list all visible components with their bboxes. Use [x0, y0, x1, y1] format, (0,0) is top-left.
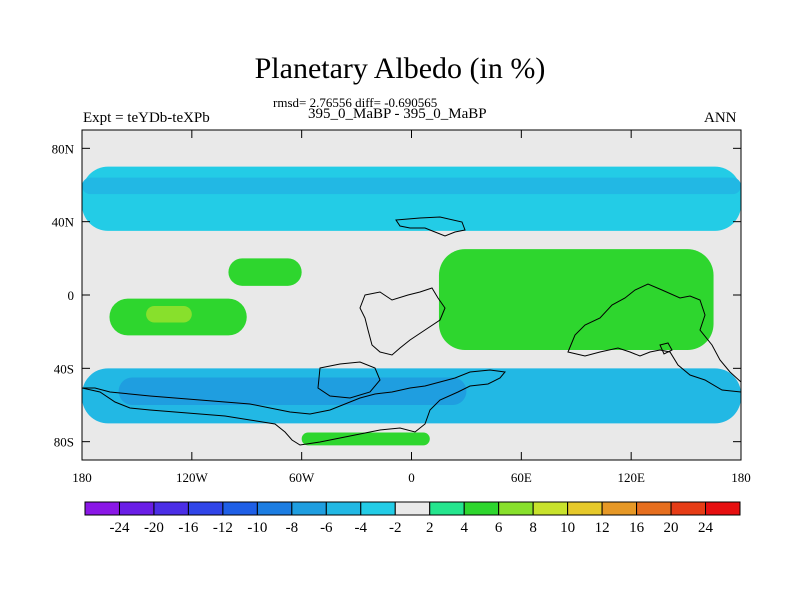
colorbar-swatch	[670, 501, 707, 516]
colorbar-label: -6	[320, 520, 333, 536]
colorbar-swatch	[532, 501, 569, 516]
colorbar-swatch	[187, 501, 224, 516]
colorbar-label: 4	[460, 520, 468, 536]
colorbar-swatch	[325, 501, 362, 516]
colorbar-swatch	[601, 501, 638, 516]
colorbar-label: -12	[213, 520, 233, 536]
field-region-8	[228, 258, 302, 286]
case-label: 395_0_MaBP - 395_0_MaBP	[308, 106, 487, 122]
field-region-4	[118, 377, 467, 405]
y-tick-label: 40S	[54, 361, 74, 376]
colorbar-label: 8	[529, 520, 537, 536]
colorbar-label: -2	[389, 520, 402, 536]
field-region-7	[438, 249, 714, 350]
colorbar-swatch	[463, 501, 500, 516]
colorbar-swatch	[498, 501, 534, 516]
colorbar-label: -16	[178, 520, 198, 536]
colorbar-swatch	[256, 501, 293, 516]
rmsd-diff-stats: rmsd= 2.76556 diff= -0.690565	[273, 95, 438, 110]
colorbar-label: -4	[355, 520, 368, 536]
colorbar-label: -24	[109, 520, 129, 536]
continent-outline-antarctica-west	[317, 361, 381, 399]
colorbar-label: -8	[286, 520, 299, 536]
colorbar-swatch	[429, 501, 465, 516]
colorbar-label: 2	[426, 520, 434, 536]
continent-outline-north-america	[395, 216, 466, 237]
colorbar-label: 12	[595, 520, 610, 536]
colorbar-label: -10	[247, 520, 267, 536]
y-tick-label: 80N	[52, 141, 75, 156]
colorbar-swatch	[394, 501, 431, 516]
field-region-2	[82, 177, 741, 195]
colorbar-swatch	[705, 501, 741, 516]
x-tick-label: 60E	[511, 470, 532, 485]
colorbar-swatch	[118, 501, 155, 516]
colorbar-swatch	[360, 501, 396, 516]
colorbar-swatch	[153, 501, 189, 516]
x-tick-label: 60W	[289, 470, 315, 485]
x-tick-label: 120W	[176, 470, 209, 485]
field-region-1	[82, 166, 741, 231]
colorbar-label: 24	[698, 520, 714, 536]
colorbar-swatch	[567, 501, 603, 516]
y-tick-label: 0	[68, 288, 75, 303]
colorbar-label: -20	[144, 520, 164, 536]
field-region-6	[146, 306, 192, 323]
x-tick-label: 180	[72, 470, 92, 485]
y-tick-label: 80S	[54, 435, 74, 450]
x-tick-label: 120E	[617, 470, 645, 485]
continent-outline-small-island	[659, 342, 673, 355]
colorbar-label: 16	[629, 520, 645, 536]
chart-title: Planetary Albedo (in %)	[254, 52, 546, 85]
continent-outline-south-america	[359, 287, 446, 356]
continent-outline-africa	[567, 283, 741, 393]
colorbar-label: 10	[560, 520, 575, 536]
colorbar-swatch	[84, 501, 120, 516]
colorbar-swatch	[291, 501, 327, 516]
field-region-9	[301, 432, 430, 446]
colorbar-swatch	[636, 501, 672, 516]
experiment-label: Expt = teYDb-teXPb	[83, 110, 210, 126]
x-tick-label: 0	[408, 470, 415, 485]
colorbar-swatch	[222, 501, 258, 516]
continent-outline-southern-landmass	[82, 369, 506, 446]
x-tick-label: 180	[731, 470, 751, 485]
y-tick-label: 40N	[52, 215, 75, 230]
colorbar-label: 20	[664, 520, 679, 536]
season-label: ANN	[704, 110, 737, 126]
colorbar-label: 6	[495, 520, 503, 536]
